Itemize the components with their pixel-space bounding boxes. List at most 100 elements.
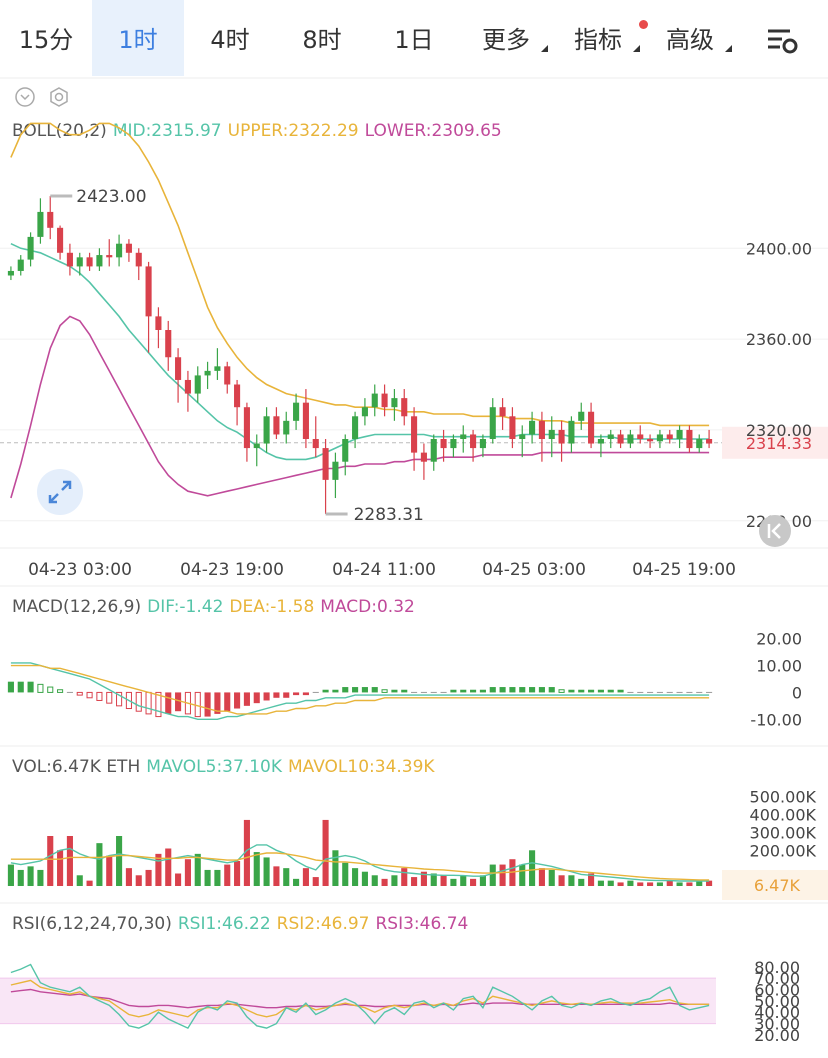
volume-bar xyxy=(666,880,673,886)
rsi-y-tick-label: 20.00 xyxy=(754,1026,800,1045)
expand-arrows-icon[interactable] xyxy=(36,468,84,516)
candle-body xyxy=(597,439,604,444)
candle-body xyxy=(401,398,408,417)
current-volume-tag xyxy=(722,870,828,900)
boll-lower: LOWER:2309.65 xyxy=(364,121,502,141)
volume-bar xyxy=(617,882,624,886)
tab-advanced[interactable]: 高级 xyxy=(644,0,736,76)
scroll-to-latest-icon[interactable] xyxy=(758,514,792,548)
candle-body xyxy=(607,434,614,439)
candle-body xyxy=(588,411,595,444)
candle-body xyxy=(312,439,319,449)
macd-bar xyxy=(76,691,83,696)
macd-bar xyxy=(332,689,339,693)
candle-body xyxy=(656,434,663,442)
rsi-name: RSI(6,12,24,70,30) xyxy=(12,914,172,934)
candle-body xyxy=(57,227,64,253)
volume-bar xyxy=(116,836,123,886)
rsi-y-tick-label: 30.00 xyxy=(754,1015,800,1034)
candle-body xyxy=(86,257,93,267)
candle-body xyxy=(37,211,44,237)
current-volume-label: 6.47K xyxy=(754,876,801,895)
candle-body xyxy=(214,366,221,371)
volume-bar xyxy=(361,871,368,886)
volume-bar xyxy=(253,852,260,886)
volume-bar xyxy=(676,882,683,886)
candle-body xyxy=(224,366,231,385)
volume-bar xyxy=(263,857,270,886)
dropdown-corner-icon xyxy=(633,45,640,52)
volume-bar xyxy=(529,850,536,886)
gear-icon[interactable] xyxy=(48,86,70,108)
tab-indicators[interactable]: 指标 xyxy=(552,0,648,76)
macd-name: MACD(12,26,9) xyxy=(12,597,142,617)
volume-bar xyxy=(7,864,14,886)
vol-legend: VOL:6.47K ETH MAVOL5:37.10K MAVOL10:34.39K xyxy=(12,757,441,777)
macd-bar xyxy=(283,692,290,698)
candle-body xyxy=(450,439,457,449)
tab-more[interactable]: 更多 xyxy=(460,0,552,76)
tab-label: 4时 xyxy=(210,26,250,54)
notification-dot xyxy=(639,20,648,29)
volume-bar xyxy=(696,880,703,886)
boll-mid-line xyxy=(10,242,710,461)
vol-y-tick-label: 300.00K xyxy=(750,823,817,842)
candle-body xyxy=(184,379,191,394)
volume-bar xyxy=(568,875,575,886)
macd-bar xyxy=(302,692,309,696)
chart-settings-icon[interactable] xyxy=(764,22,800,58)
mavol5: MAVOL5:37.10K xyxy=(146,757,282,777)
candle-body xyxy=(263,416,270,444)
rsi-y-tick-label: 70.00 xyxy=(754,969,800,988)
macd-bar xyxy=(27,681,34,693)
volume-bar xyxy=(686,882,693,886)
volume-bar xyxy=(96,843,103,886)
candle-body xyxy=(302,402,309,439)
candle-body xyxy=(558,429,565,444)
macd-y-tick-label: 0 xyxy=(792,683,802,702)
candle-body xyxy=(529,420,536,435)
candle-body xyxy=(686,429,693,449)
tab-8h[interactable]: 8时 xyxy=(276,0,368,76)
candle-body xyxy=(135,252,142,267)
macd-bar xyxy=(558,689,565,693)
macd-bar xyxy=(607,689,614,693)
tab-1d[interactable]: 1日 xyxy=(368,0,460,76)
volume-bar xyxy=(234,861,241,886)
candle-body xyxy=(381,393,388,408)
candle-body xyxy=(548,429,555,439)
candle-body xyxy=(696,439,703,449)
volume-bar xyxy=(597,880,604,886)
candle-body xyxy=(234,384,241,408)
tab-1h[interactable]: 1时 xyxy=(92,0,184,76)
candle-body xyxy=(66,252,73,267)
tab-4h[interactable]: 4时 xyxy=(184,0,276,76)
chevron-down-circle-icon[interactable] xyxy=(14,86,36,108)
volume-bar xyxy=(76,875,83,886)
macd-bar xyxy=(568,689,575,693)
macd-bar xyxy=(273,692,280,698)
volume-bar xyxy=(381,878,388,886)
macd-dea: DEA:-1.58 xyxy=(229,597,315,617)
boll-upper: UPPER:2322.29 xyxy=(227,121,359,141)
macd-bar xyxy=(224,692,231,712)
candle-body xyxy=(647,439,654,442)
candle-body xyxy=(145,266,152,317)
tab-15m[interactable]: 15分 xyxy=(0,0,92,76)
macd-bar xyxy=(617,689,624,693)
macd-bar xyxy=(145,691,152,715)
volume-bar xyxy=(293,878,300,886)
volume-bar xyxy=(391,875,398,886)
rsi3: RSI3:46.74 xyxy=(375,914,469,934)
candle-body xyxy=(578,411,585,421)
macd-bar xyxy=(538,687,545,693)
boll-lower-line xyxy=(10,315,710,499)
y-tick-label: 2400.00 xyxy=(746,239,812,258)
volume-bar xyxy=(155,853,162,886)
volume-bar xyxy=(489,864,496,886)
candle-body xyxy=(499,407,506,417)
volume-bar xyxy=(204,869,211,886)
candle-body xyxy=(479,439,486,449)
volume-bar xyxy=(647,882,654,886)
